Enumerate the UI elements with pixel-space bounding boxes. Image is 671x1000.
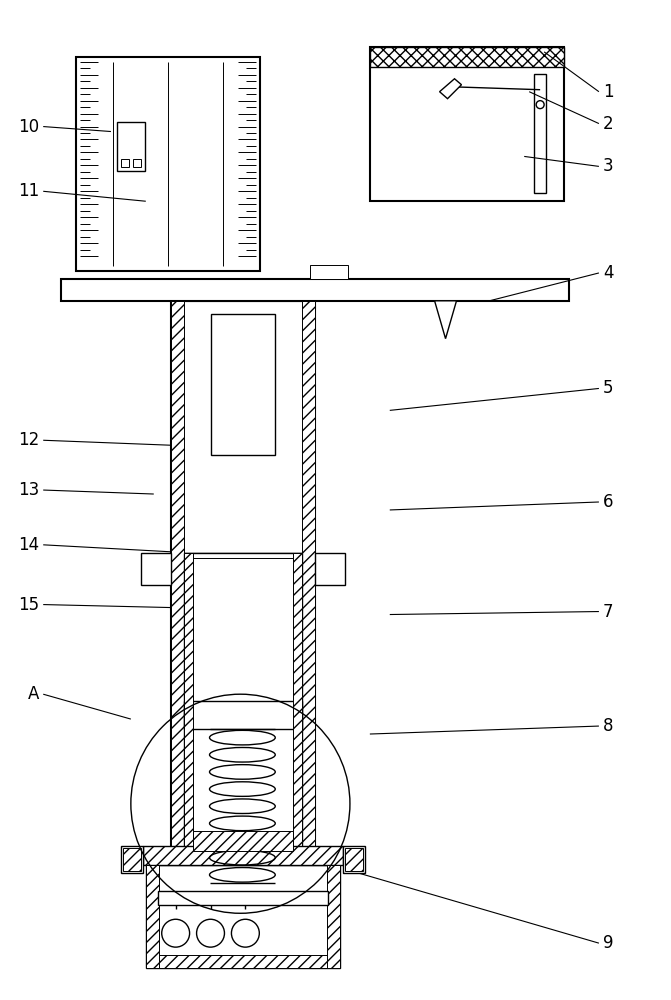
Text: 13: 13	[18, 481, 39, 499]
Bar	[61, 279, 569, 301]
Bar	[76, 57, 260, 271]
Bar	[193, 831, 293, 851]
Bar	[133, 159, 141, 167]
Text: 9: 9	[603, 934, 613, 952]
Bar	[327, 865, 340, 968]
Bar	[193, 558, 293, 839]
Bar	[158, 891, 328, 905]
Text: 15: 15	[18, 596, 39, 614]
Bar	[315, 553, 345, 585]
Circle shape	[197, 919, 225, 947]
Bar	[370, 47, 564, 201]
Polygon shape	[440, 79, 462, 99]
Bar	[211, 314, 275, 455]
Bar	[184, 701, 302, 729]
Text: 5: 5	[603, 379, 613, 397]
Bar	[310, 265, 348, 279]
Bar	[302, 301, 315, 873]
Bar	[141, 553, 170, 585]
Bar	[146, 955, 340, 968]
Bar	[370, 47, 564, 67]
Bar	[184, 553, 302, 851]
Bar	[146, 865, 159, 968]
Text: 8: 8	[603, 717, 613, 735]
Text: 14: 14	[18, 536, 39, 554]
Circle shape	[231, 919, 259, 947]
Bar	[117, 122, 145, 171]
Bar	[343, 846, 365, 873]
Bar	[123, 848, 141, 871]
Text: A: A	[28, 685, 39, 703]
Text: 4: 4	[603, 264, 613, 282]
Polygon shape	[435, 301, 456, 339]
Bar	[143, 846, 343, 865]
Bar	[293, 553, 302, 851]
Bar	[184, 553, 193, 851]
Text: 7: 7	[603, 603, 613, 621]
Text: 12: 12	[18, 431, 39, 449]
Bar	[534, 74, 546, 193]
Bar	[170, 301, 184, 873]
Text: 2: 2	[603, 115, 613, 133]
Text: 10: 10	[18, 118, 39, 136]
Bar	[146, 865, 340, 968]
Bar	[345, 848, 363, 871]
Bar	[170, 301, 315, 873]
Bar	[121, 846, 143, 873]
Text: 11: 11	[18, 182, 39, 200]
Circle shape	[536, 101, 544, 109]
Circle shape	[162, 919, 190, 947]
Text: 6: 6	[603, 493, 613, 511]
Text: 3: 3	[603, 157, 613, 175]
Bar	[121, 159, 129, 167]
Text: 1: 1	[603, 83, 613, 101]
